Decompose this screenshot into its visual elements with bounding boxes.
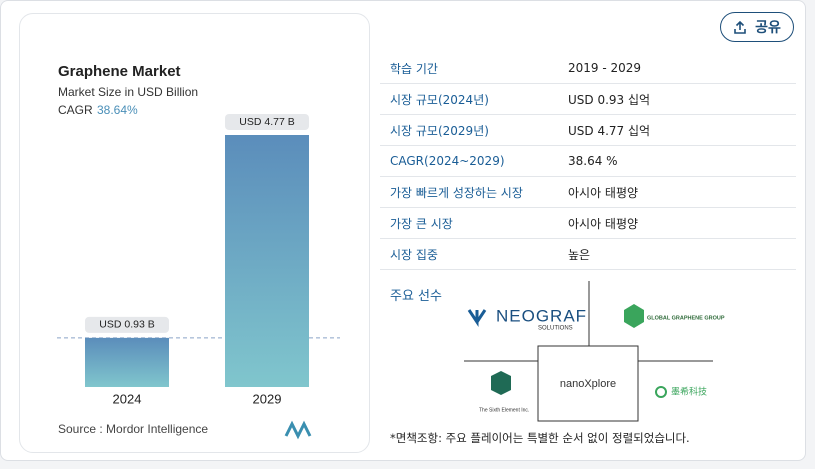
table-row: 시장 집중 높은 <box>380 238 796 270</box>
x-tick-label: 2029 <box>253 391 282 406</box>
value-label-bg <box>85 316 169 333</box>
chart-card: Graphene Market Market Size in USD Billi… <box>19 13 370 453</box>
label-cell: 시장 집중 <box>380 238 558 270</box>
label-cell: CAGR(2024~2029) <box>380 145 558 177</box>
logo-text: GLOBAL GRAPHENE GROUP <box>647 315 725 321</box>
facts-table: 학습 기간 2019 - 2029 시장 규모(2024년) USD 0.93 십억 시… <box>380 53 796 270</box>
logo-text: 墨希科技 <box>671 385 707 396</box>
chart-subtitle: Market Size in USD Billion <box>58 85 198 99</box>
share-button[interactable]: 공유 <box>720 12 794 42</box>
bar <box>225 135 309 387</box>
ggg-icon <box>624 304 644 328</box>
value-label: USD 4.77 B <box>239 116 294 128</box>
sixth-icon <box>491 371 511 395</box>
value-cell: 아시아 태평양 <box>558 176 796 208</box>
chart: Graphene Market Market Size in USD Billi… <box>57 63 340 440</box>
table-row: 학습 기간 2019 - 2029 <box>380 53 796 84</box>
share-label: 공유 <box>755 20 781 36</box>
label-cell: 가장 큰 시장 <box>380 207 558 239</box>
divider-box <box>537 345 639 422</box>
value-label-bg <box>225 114 309 130</box>
table-row: 시장 규모(2029년) USD 4.77 십억 <box>380 114 796 146</box>
label-cell: 시장 규모(2029년) <box>380 114 558 146</box>
table-row: CAGR(2024~2029) 38.64 % <box>380 145 796 177</box>
table-row: 가장 큰 시장 아시아 태평양 <box>380 207 796 239</box>
neograf-icon <box>467 309 487 327</box>
cagr-value: 38.64% <box>97 103 138 117</box>
value-cell: 2019 - 2029 <box>558 53 796 84</box>
logo-text: SOLUTIONS <box>538 326 573 332</box>
players-logos: NEOGRAF SOLUTIONS GLOBAL GRAPHENE GROUP … <box>464 281 725 422</box>
value-cell: 높은 <box>558 238 796 270</box>
logo-text: The Sixth Element Inc. <box>479 407 529 413</box>
logo-text: nanoXplore <box>560 378 616 390</box>
value-cell: USD 4.77 십억 <box>558 114 796 146</box>
source: Source : Mordor Intelligence <box>58 422 208 436</box>
cagr-label: CAGR <box>58 103 93 117</box>
value-cell: USD 0.93 십억 <box>558 83 796 115</box>
disclaimer: *면책조항: 주요 플레이어는 특별한 순서 없이 정렬되었습니다. <box>390 431 690 445</box>
logo-text: NEOGRAF <box>496 306 587 325</box>
value-label: USD 0.93 B <box>99 319 154 331</box>
label-cell: 학습 기간 <box>380 53 558 84</box>
label-cell: 시장 규모(2024년) <box>380 83 558 115</box>
brand-logo <box>284 420 312 440</box>
chart-title: Graphene Market <box>58 63 181 80</box>
bar <box>85 337 169 387</box>
label-cell: 가장 빠르게 성장하는 시장 <box>380 176 558 208</box>
share-icon <box>734 20 746 34</box>
value-cell: 아시아 태평양 <box>558 207 796 239</box>
page: Graphene Market Market Size in USD Billi… <box>0 0 806 461</box>
table-row: 가장 빠르게 성장하는 시장 아시아 태평양 <box>380 176 796 208</box>
table-row: 시장 규모(2024년) USD 0.93 십억 <box>380 83 796 115</box>
value-cell: 38.64 % <box>558 145 796 177</box>
x-tick-label: 2024 <box>113 391 142 406</box>
moxi-icon <box>655 386 667 398</box>
players-title: 주요 선수 <box>390 289 442 304</box>
